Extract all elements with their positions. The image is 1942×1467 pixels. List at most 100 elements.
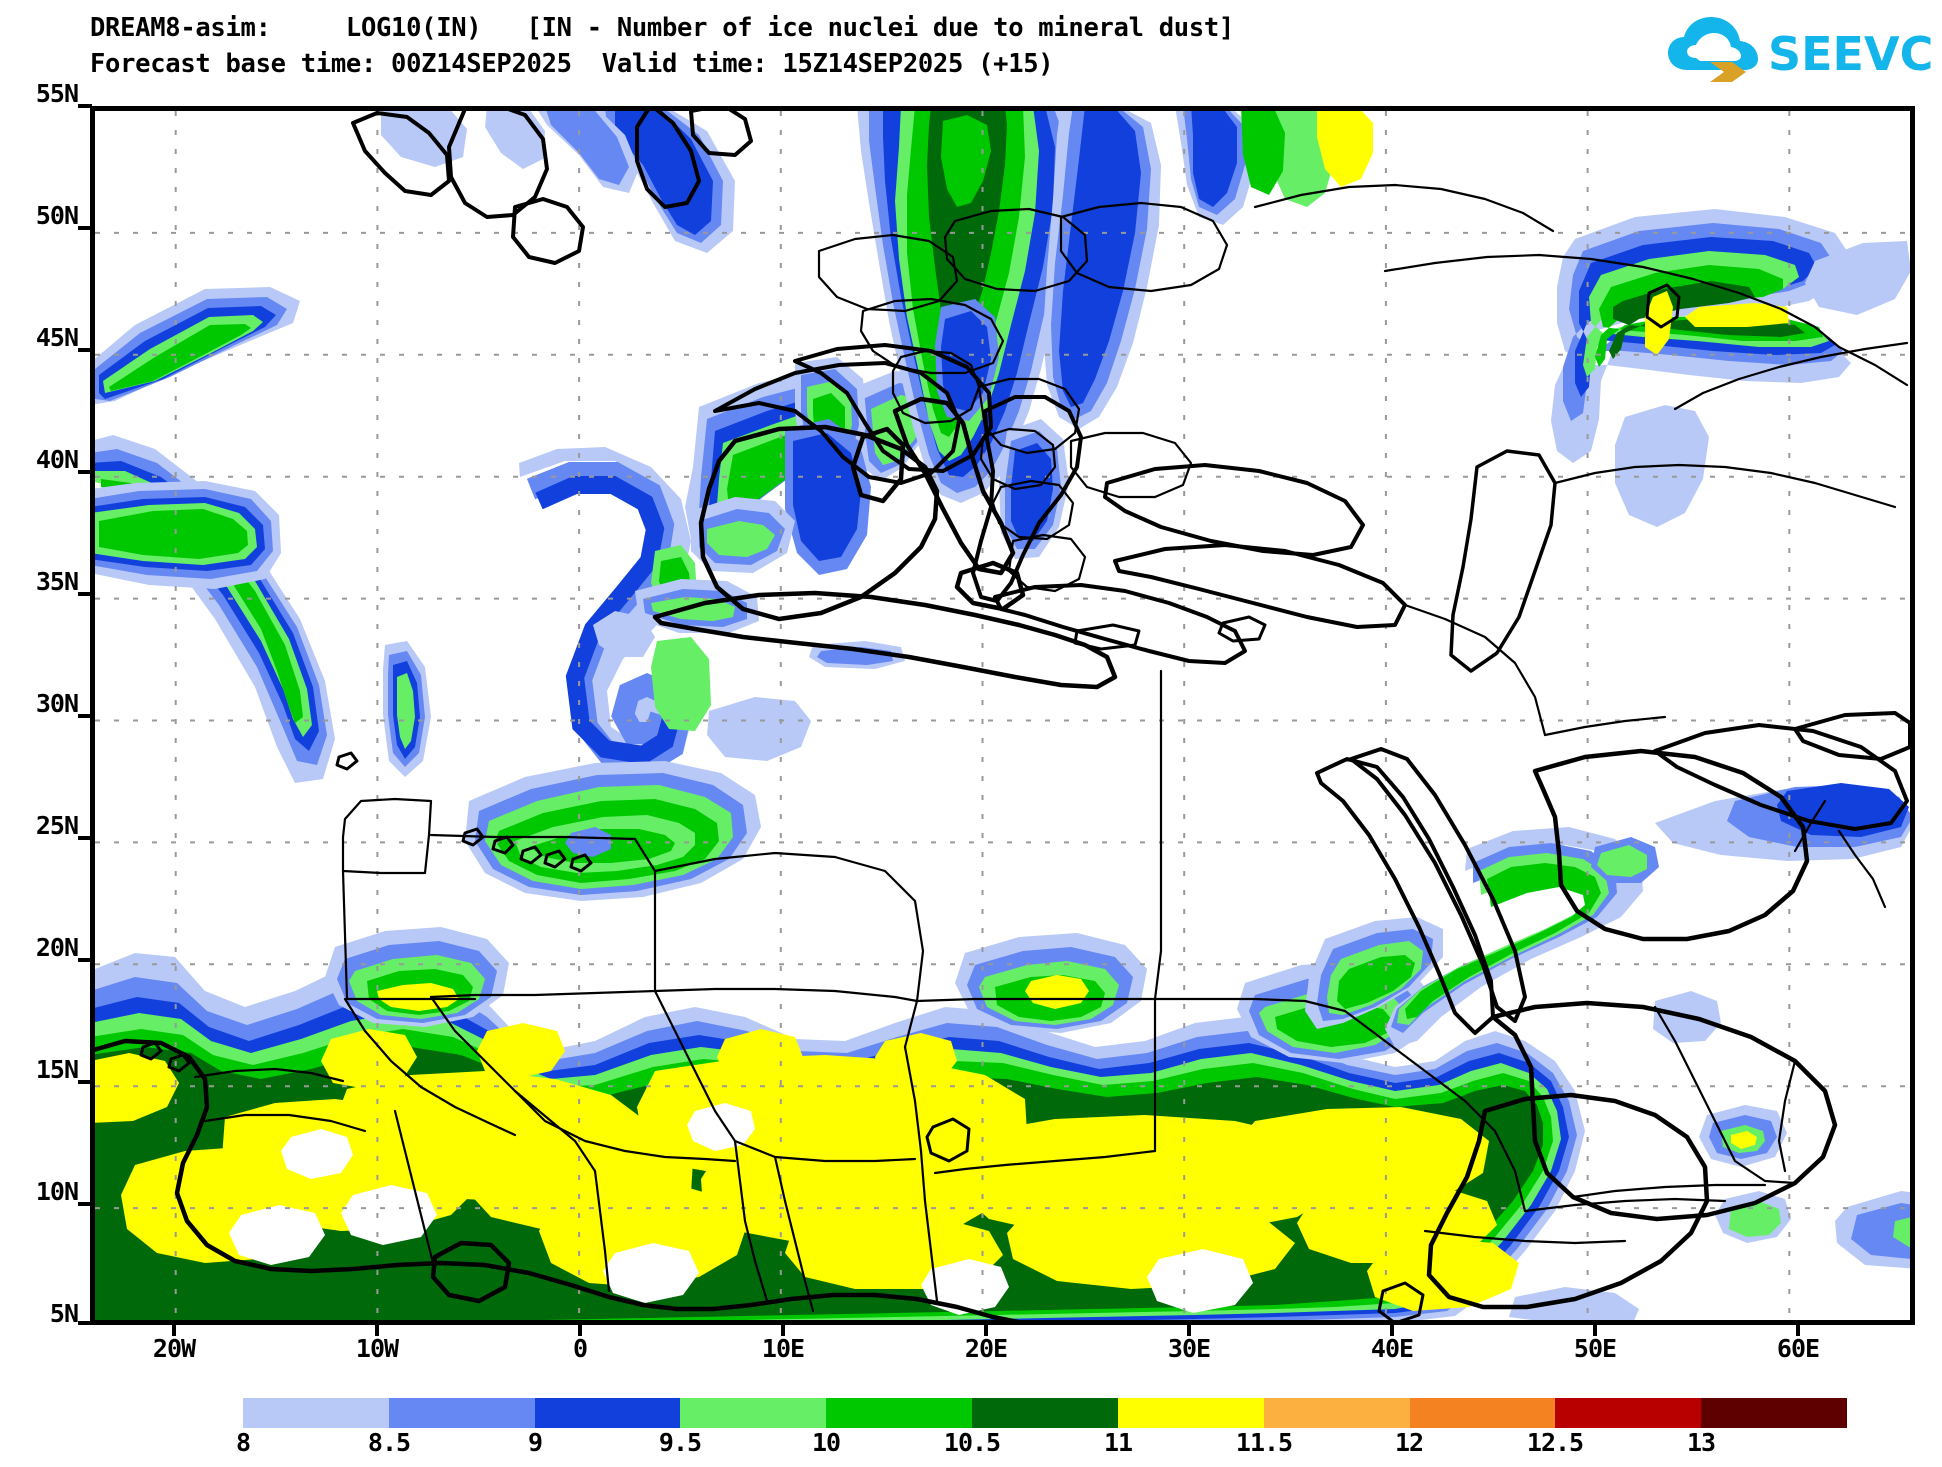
colorbar-band-11-11.5[interactable] <box>1117 1398 1264 1428</box>
xlabel-50E: 50E <box>1573 1334 1617 1363</box>
coastline-black-sea <box>1103 463 1365 557</box>
map-plot-area[interactable] <box>90 106 1915 1325</box>
coastline-italy <box>850 396 1026 612</box>
ytick-35N <box>78 592 92 596</box>
ytick-25N <box>78 836 92 840</box>
colorbar-band-8-8.5[interactable] <box>243 1398 389 1428</box>
ylabel-45N: 45N <box>35 323 79 352</box>
cbar-tick-13: 13 <box>1686 1428 1716 1457</box>
coastline-persian-gulf <box>1653 711 1910 831</box>
colorbar-band-10-10.5[interactable] <box>826 1398 973 1428</box>
header-line-2: Forecast base time: 00Z14SEP2025 Valid t… <box>90 49 1054 79</box>
ytick-5N <box>78 1321 92 1325</box>
xlabel-40E: 40E <box>1370 1334 1414 1363</box>
cbar-tick-10: 10 <box>811 1428 841 1457</box>
ylabel-10N: 10N <box>35 1177 79 1206</box>
ylabel-25N: 25N <box>35 811 79 840</box>
colorbar-band-12.5-13[interactable] <box>1555 1398 1702 1428</box>
colorbar-band-9.5-10[interactable] <box>680 1398 827 1428</box>
coastline-arabia <box>1490 748 1838 1222</box>
logo-wordmark: SEEVCCC <box>1768 27 1934 81</box>
xtick-20W <box>172 1322 176 1336</box>
xtick-10W <box>375 1322 379 1336</box>
ytick-55N <box>78 104 92 108</box>
ylabel-40N: 40N <box>35 445 79 474</box>
contour-redsea-coast <box>1305 917 1443 1029</box>
contour-yemen-blobs <box>1699 1105 1910 1269</box>
ytick-50N <box>78 226 92 230</box>
ytick-10N <box>78 1202 92 1206</box>
xtick-50E <box>1593 1322 1597 1336</box>
coastline-lake-chad <box>925 1117 971 1163</box>
coastlines-layer <box>95 111 1910 1320</box>
ylabel-20N: 20N <box>35 933 79 962</box>
xlabel-10W: 10W <box>355 1334 399 1363</box>
contour-kazakhstan-plume <box>1551 209 1851 463</box>
coastline-madeira <box>335 751 359 771</box>
cbar-tick-9: 9 <box>527 1428 543 1457</box>
contour-atlantic-north-plume <box>95 287 300 405</box>
contour-fill-layer <box>95 111 1910 1320</box>
contour-northsea <box>381 111 735 253</box>
xtick-10E <box>781 1322 785 1336</box>
ytick-45N <box>78 348 92 352</box>
ylabel-50N: 50N <box>35 201 79 230</box>
xtick-40E <box>1390 1322 1394 1336</box>
colorbar-band-12-12.5[interactable] <box>1409 1398 1556 1428</box>
xtick-0 <box>578 1322 582 1336</box>
contour-balearic <box>785 419 871 575</box>
colorbar-strip[interactable] <box>243 1398 1847 1428</box>
xlabel-20E: 20E <box>964 1334 1008 1363</box>
coastline-cape-verde <box>139 1041 191 1073</box>
political-borders <box>193 183 1909 1313</box>
cbar-tick-12: 12 <box>1394 1428 1424 1457</box>
coastline-british-isles <box>351 111 585 265</box>
coastline-north-africa <box>652 590 1118 690</box>
xlabel-30E: 30E <box>1167 1334 1211 1363</box>
coastline-horn-africa <box>1426 1092 1710 1310</box>
colorbar-band-10.5-11[interactable] <box>972 1398 1118 1428</box>
ylabel-15N: 15N <box>35 1055 79 1084</box>
header-line-1: DREAM8-asim: LOG10(IN) [IN - Number of i… <box>90 13 1234 43</box>
xtick-30E <box>1187 1322 1191 1336</box>
dust-concentration-map <box>95 111 1910 1320</box>
colorbar-band-9-9.5[interactable] <box>534 1398 681 1428</box>
contour-midatlantic-stripe <box>383 641 431 777</box>
xtick-60E <box>1796 1322 1800 1336</box>
cloud-icon <box>1668 17 1758 70</box>
cbar-tick-11: 11 <box>1103 1428 1133 1457</box>
coastline-iberia <box>698 424 940 622</box>
coastline-cyprus-crete <box>1073 615 1267 651</box>
cbar-tick-12.5: 12.5 <box>1526 1428 1584 1457</box>
ytick-30N <box>78 714 92 718</box>
xlabel-60E: 60E <box>1776 1334 1820 1363</box>
cbar-tick-8.5: 8.5 <box>367 1428 411 1457</box>
ylabel-55N: 55N <box>35 79 79 108</box>
colorbar-band-11.5-12[interactable] <box>1263 1398 1410 1428</box>
cbar-tick-9.5: 9.5 <box>658 1428 702 1457</box>
ytick-20N <box>78 958 92 962</box>
coastline-aral <box>1645 283 1681 329</box>
xtick-20E <box>984 1322 988 1336</box>
colorbar-band-8.5-9[interactable] <box>388 1398 535 1428</box>
ylabel-35N: 35N <box>35 567 79 596</box>
arrow-chevron-icon <box>1710 62 1746 82</box>
contour-sahara-interior <box>465 761 761 901</box>
xlabel-20W: 20W <box>152 1334 196 1363</box>
ytick-40N <box>78 470 92 474</box>
colorbar[interactable] <box>243 1398 1847 1428</box>
colorbar-band-above-13[interactable] <box>1701 1398 1847 1428</box>
xlabel-10E: 10E <box>761 1334 805 1363</box>
contour-horn <box>1509 1287 1639 1320</box>
coastline-caspian <box>1449 449 1557 673</box>
xlabel-0: 0 <box>572 1334 588 1363</box>
contour-iran-haze <box>1805 241 1910 315</box>
contour-baltic <box>1175 111 1373 225</box>
coastline-african-lakes <box>1377 1281 1425 1320</box>
cbar-tick-8: 8 <box>235 1428 251 1457</box>
seevccc-logo-svg: SEEVCCC <box>1668 17 1942 82</box>
gridlines <box>95 111 1910 1320</box>
contour-algeria-coast <box>691 497 795 573</box>
ylabel-5N: 5N <box>49 1299 79 1328</box>
cbar-tick-10.5: 10.5 <box>943 1428 1001 1457</box>
